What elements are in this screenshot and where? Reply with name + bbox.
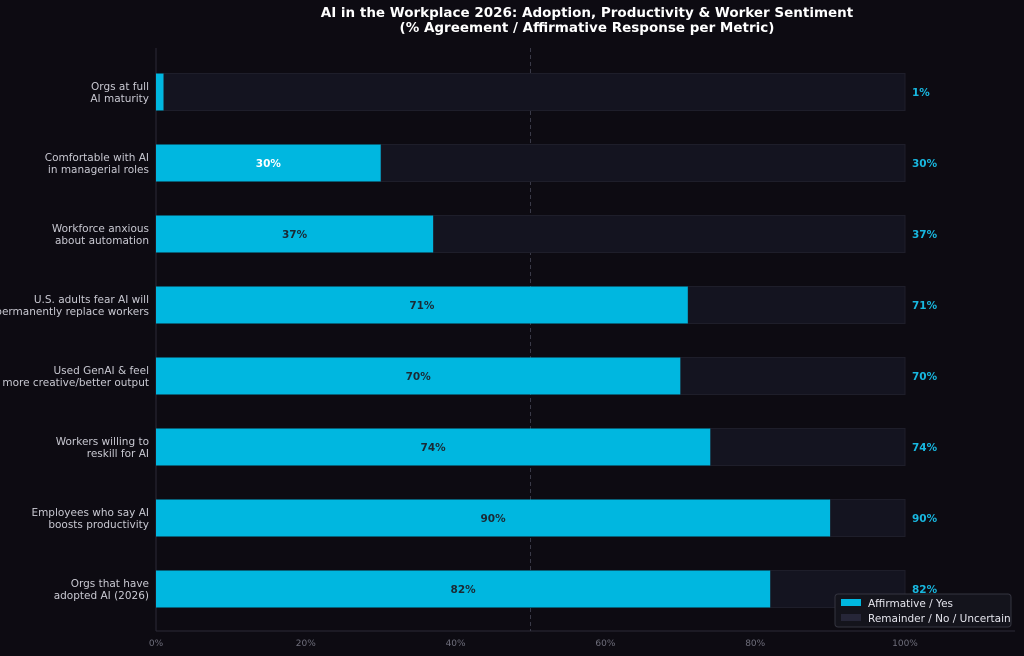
- bar-outer-label: 70%: [912, 371, 938, 383]
- bar-affirmative: [156, 570, 771, 608]
- x-tick-label: 20%: [296, 639, 316, 649]
- bar-outer-label: 37%: [912, 229, 938, 241]
- bars-layer: [156, 73, 906, 608]
- bar-outer-label: 74%: [912, 442, 938, 454]
- bar-outer-label: 90%: [912, 513, 938, 525]
- x-tick-label: 100%: [892, 639, 918, 649]
- x-tick-label: 40%: [446, 639, 466, 649]
- bar-inner-label: 30%: [256, 158, 282, 170]
- bar-remainder: [829, 499, 906, 537]
- category-label: Workers willing to reskill for AI: [56, 436, 149, 460]
- category-label: Employees who say AI boosts productivity: [31, 507, 149, 531]
- bar-inner-label: 90%: [480, 513, 506, 525]
- category-label: Orgs at full AI maturity: [90, 81, 149, 105]
- bar-remainder: [679, 357, 906, 395]
- legend-swatch: [841, 599, 861, 606]
- bar-affirmative: [156, 357, 681, 395]
- x-tick-label: 0%: [149, 639, 164, 649]
- bar-outer-label: 71%: [912, 300, 938, 312]
- category-label: Orgs that have adopted AI (2026): [54, 578, 149, 602]
- grid-layer: [155, 48, 1015, 632]
- bar-affirmative: [156, 428, 711, 466]
- bar-affirmative: [156, 73, 164, 111]
- labels-layer: 0% 20% 40% 60% 80% 100% Orgs at full AI maturit…: [0, 81, 938, 649]
- bar-affirmative: [156, 215, 434, 253]
- legend: Affirmative / Yes Remainder / No / Uncert…: [834, 593, 1012, 628]
- category-label: Comfortable with AI in managerial roles: [45, 152, 149, 176]
- bar-inner-label: 70%: [406, 371, 432, 383]
- legend-box: [834, 593, 1012, 628]
- bar-affirmative: [156, 286, 688, 324]
- bar-inner-label: 82%: [451, 584, 477, 596]
- bar-remainder: [687, 286, 906, 324]
- bar-inner-label: 71%: [409, 300, 435, 312]
- x-tick-label: 60%: [595, 639, 615, 649]
- chart-title: AI in the Workplace 2026: Adoption, Prod…: [321, 5, 854, 21]
- bar-inner-label: 37%: [282, 229, 308, 241]
- bar-inner-label: 74%: [421, 442, 447, 454]
- bar-affirmative: [156, 499, 831, 537]
- bar-remainder: [709, 428, 906, 466]
- bar-outer-label: 30%: [912, 158, 938, 170]
- bar-outer-label: 82%: [912, 584, 938, 596]
- x-tick-label: 80%: [745, 639, 765, 649]
- category-label: Workforce anxious about automation: [52, 223, 149, 247]
- category-label: U.S. adults fear AI will permanently repl…: [0, 294, 149, 318]
- category-label: Used GenAI & feel more creative/better ou…: [2, 365, 149, 389]
- bar-remainder: [380, 144, 906, 182]
- bar-remainder: [432, 215, 906, 253]
- bar-affirmative: [156, 144, 381, 182]
- legend-label: Remainder / No / Uncertain: [868, 613, 1011, 625]
- bar-remainder: [162, 73, 906, 111]
- chart-subtitle: (% Agreement / Affirmative Response per …: [400, 20, 775, 36]
- legend-swatch: [841, 614, 861, 621]
- legend-label: Affirmative / Yes: [868, 598, 953, 610]
- bar-outer-label: 1%: [912, 87, 930, 99]
